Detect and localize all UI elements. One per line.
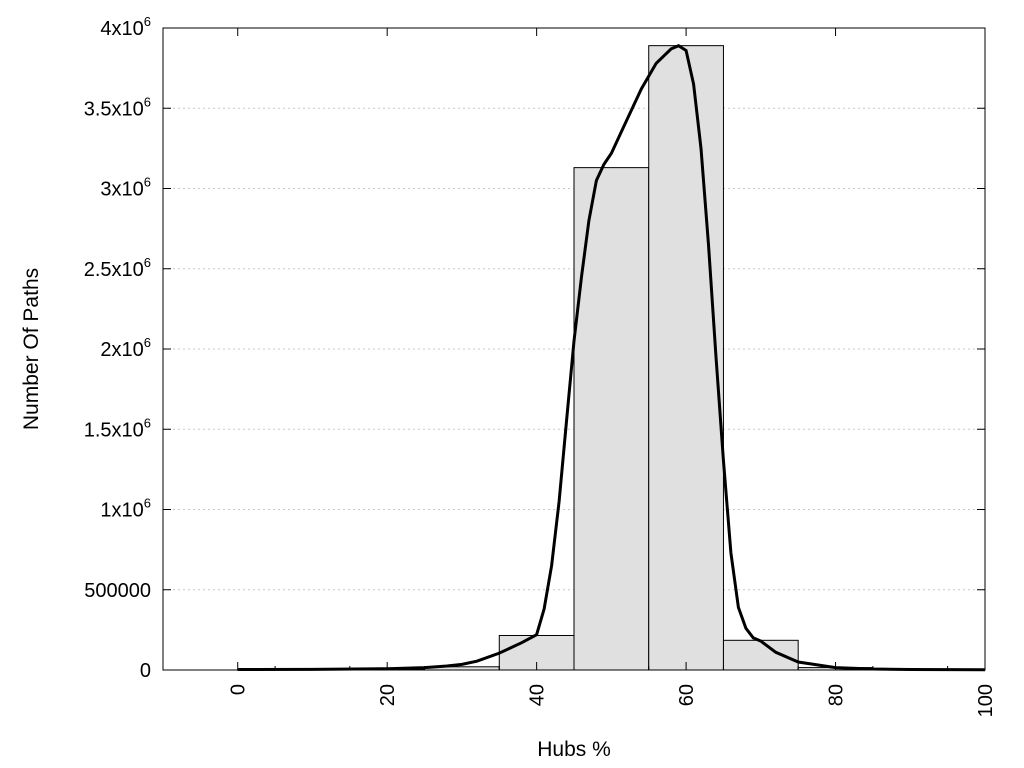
histogram-bars xyxy=(237,45,986,671)
y-tick-label-6: 3x106 xyxy=(100,175,151,201)
x-tick-label-2: 40 xyxy=(527,684,549,706)
x-axis-ticks: 0 20 40 60 80 100 xyxy=(228,28,997,717)
y-tick-label-7: 3.5x106 xyxy=(84,94,151,120)
y-axis-title: Number Of Paths xyxy=(20,268,43,430)
bar-6 xyxy=(648,45,724,671)
y-tick-label-3: 1.5x106 xyxy=(84,415,151,441)
x-tick-label-0: 0 xyxy=(228,684,250,695)
x-tick-label-3: 60 xyxy=(676,684,698,706)
y-axis-ticks: 0 500000 1x106 1.5x106 2x106 2.5x106 3x106 3.5x… xyxy=(84,14,985,682)
x-tick-label-1: 20 xyxy=(377,684,399,706)
y-tick-label-8: 4x106 xyxy=(100,14,151,40)
y-tick-label-0: 0 xyxy=(140,660,151,682)
y-tick-label-4: 2x106 xyxy=(100,335,151,361)
fit-curve xyxy=(237,44,986,672)
x-tick-label-4: 80 xyxy=(826,684,848,706)
x-tick-label-5: 100 xyxy=(975,684,997,717)
x-axis-title: Hubs % xyxy=(537,738,611,761)
y-tick-label-1: 500000 xyxy=(84,580,151,602)
y-tick-label-2: 1x106 xyxy=(100,496,151,522)
bar-5 xyxy=(573,167,650,671)
y-tick-label-5: 2.5x106 xyxy=(84,255,151,281)
bar-7 xyxy=(722,639,799,671)
